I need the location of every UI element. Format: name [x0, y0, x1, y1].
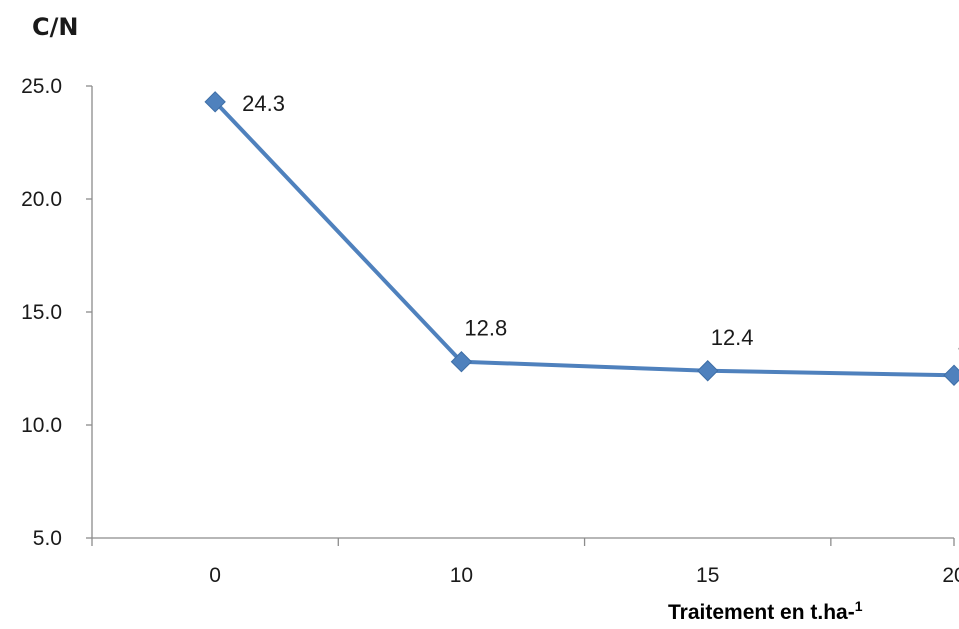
- x-tick-label: 0: [209, 564, 221, 587]
- series-layer: [204, 91, 959, 386]
- x-axis: 0 10 15 20: [91, 537, 959, 587]
- y-tick-label: 10.0: [21, 414, 62, 437]
- series-line: [213, 99, 956, 378]
- y-tick-label: 25.0: [21, 75, 62, 98]
- x-axis-title-superscript: 1: [855, 598, 863, 614]
- data-label: 12.2: [957, 329, 959, 354]
- x-axis-title: Traitement en t.ha-1: [668, 598, 863, 624]
- x-axis-title-main: Traitement en t.ha-: [668, 601, 855, 624]
- x-tick-label: 20: [942, 564, 959, 587]
- y-tick-label: 15.0: [21, 301, 62, 324]
- data-labels: 24.3 12.8 12.4 12.2: [242, 91, 959, 354]
- data-label: 12.8: [464, 316, 507, 341]
- y-tick-label: 5.0: [33, 527, 62, 550]
- x-tick-label: 10: [450, 564, 473, 587]
- data-point-marker: [204, 91, 226, 113]
- y-axis: 5.0 10.0 15.0 20.0 25.0: [21, 75, 93, 550]
- y-axis-title: C/N: [32, 13, 78, 41]
- y-tick-label: 20.0: [21, 188, 62, 211]
- data-point-marker: [697, 360, 719, 382]
- x-tick-label: 15: [696, 564, 719, 587]
- data-label: 12.4: [711, 325, 754, 350]
- data-point-marker: [943, 364, 959, 386]
- data-label: 24.3: [242, 91, 285, 116]
- data-point-marker: [450, 351, 473, 373]
